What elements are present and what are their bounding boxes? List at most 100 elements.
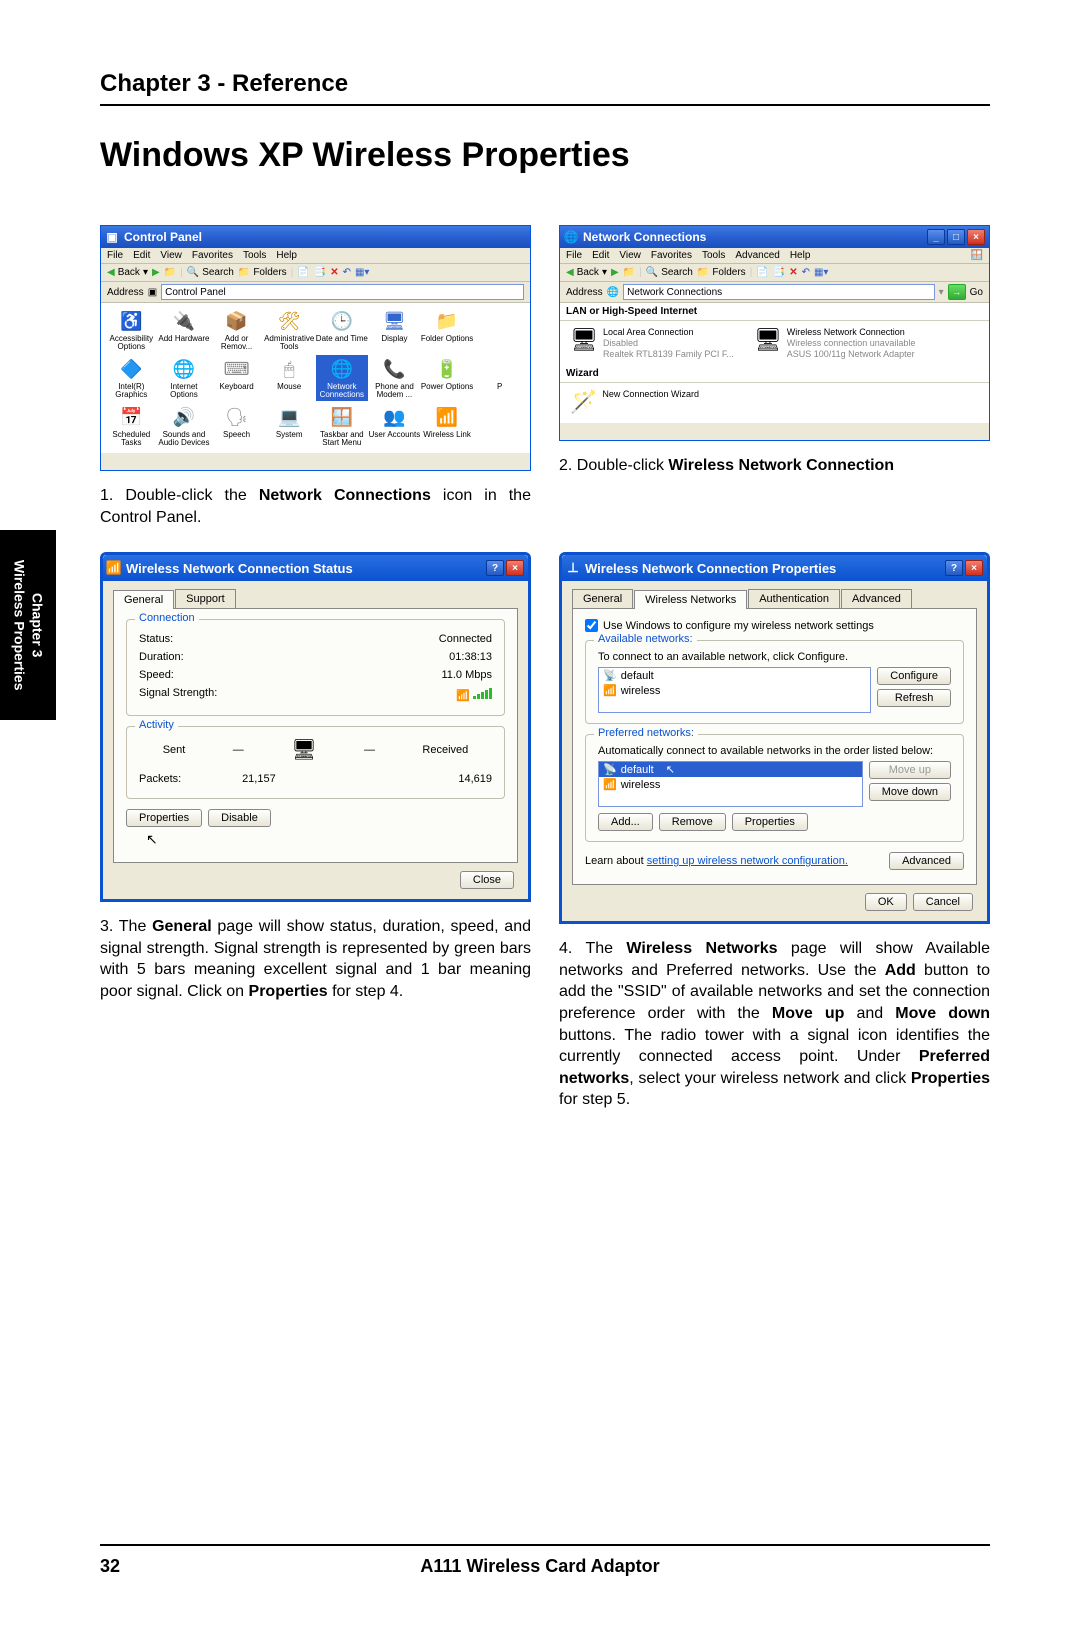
control-panel-item[interactable]: 🖥Display <box>368 307 421 353</box>
tb-delete-icon[interactable]: ✕ <box>789 267 797 278</box>
preferred-networks-list[interactable]: 📡default ↖ 📶wireless <box>598 761 863 807</box>
address-input[interactable] <box>623 284 934 300</box>
control-panel-item[interactable]: 📶Wireless Link <box>421 403 474 449</box>
wlan-connection-item[interactable]: 🖥 Wireless Network Connection Wireless c… <box>754 327 916 359</box>
lan-connection-item[interactable]: 🖥 Local Area Connection Disabled Realtek… <box>570 327 734 359</box>
folders-button[interactable]: 📁 Folders <box>697 267 746 278</box>
control-panel-item[interactable]: P <box>473 355 526 401</box>
close-button[interactable]: × <box>965 560 983 576</box>
tab-wireless-networks[interactable]: Wireless Networks <box>634 590 747 609</box>
go-button[interactable]: → <box>948 284 966 300</box>
learn-link[interactable]: setting up wireless network configuratio… <box>647 855 848 867</box>
ok-button[interactable]: OK <box>865 893 907 911</box>
search-button[interactable]: 🔍 Search <box>187 267 234 278</box>
help-button[interactable]: ? <box>945 560 963 576</box>
cp-item-icon: 🪟 <box>328 405 356 429</box>
tab-general[interactable]: General <box>572 589 633 608</box>
menu-item[interactable]: View <box>619 250 641 261</box>
fwd-button[interactable]: ▶ <box>152 267 160 278</box>
control-panel-item[interactable]: 📅Scheduled Tasks <box>105 403 158 449</box>
control-panel-item[interactable] <box>473 307 526 353</box>
control-panel-item[interactable]: 🖱Mouse <box>263 355 316 401</box>
fwd-button[interactable]: ▶ <box>611 267 619 278</box>
tb-undo-icon[interactable]: ↶ <box>343 267 351 278</box>
control-panel-item[interactable]: 👥User Accounts <box>368 403 421 449</box>
use-windows-checkbox[interactable]: Use Windows to configure my wireless net… <box>585 619 964 632</box>
control-panel-item[interactable]: 🔋Power Options <box>421 355 474 401</box>
tab-advanced[interactable]: Advanced <box>841 589 912 608</box>
cp-item-label: Scheduled Tasks <box>105 431 158 447</box>
back-button[interactable]: ◀ Back ▾ <box>566 267 607 278</box>
control-panel-item[interactable]: 🌐Internet Options <box>158 355 211 401</box>
close-button[interactable]: × <box>506 560 524 576</box>
folders-button[interactable]: 📁 Folders <box>238 267 287 278</box>
wizard-item[interactable]: 🪄 New Connection Wizard <box>570 389 699 415</box>
props-button[interactable]: Properties <box>732 813 808 831</box>
move-down-button[interactable]: Move down <box>869 783 951 801</box>
add-button[interactable]: Add... <box>598 813 653 831</box>
remove-button[interactable]: Remove <box>659 813 726 831</box>
configure-button[interactable]: Configure <box>877 667 951 685</box>
menu-item[interactable]: View <box>160 250 182 261</box>
maximize-button[interactable]: □ <box>947 229 965 245</box>
menu-item[interactable]: Favorites <box>192 250 233 261</box>
tb-icon[interactable]: 📄 <box>297 267 309 278</box>
menu-item[interactable]: Help <box>790 250 811 261</box>
control-panel-item[interactable]: 🔊Sounds and Audio Devices <box>158 403 211 449</box>
menu-item[interactable]: Help <box>276 250 297 261</box>
control-panel-item[interactable]: 🕒Date and Time <box>316 307 369 353</box>
menu-item[interactable]: Tools <box>702 250 725 261</box>
search-button[interactable]: 🔍 Search <box>646 267 693 278</box>
tb-delete-icon[interactable]: ✕ <box>330 267 338 278</box>
available-networks-list[interactable]: 📡default 📶wireless <box>598 667 871 713</box>
control-panel-item[interactable] <box>473 403 526 449</box>
back-button[interactable]: ◀ Back ▾ <box>107 267 148 278</box>
properties-button[interactable]: Properties <box>126 809 202 827</box>
chapter-header: Chapter 3 - Reference <box>100 70 990 98</box>
use-windows-cb-input[interactable] <box>585 619 598 632</box>
tb-icon[interactable]: 📑 <box>773 267 785 278</box>
tab-support[interactable]: Support <box>175 589 236 608</box>
control-panel-item[interactable]: 🛠Administrative Tools <box>263 307 316 353</box>
control-panel-item[interactable]: 📞Phone and Modem ... <box>368 355 421 401</box>
control-panel-item[interactable]: 🪟Taskbar and Start Menu <box>316 403 369 449</box>
control-panel-item[interactable]: 📦Add or Remov... <box>210 307 263 353</box>
move-up-button[interactable]: Move up <box>869 761 951 779</box>
up-button[interactable]: 📁 <box>164 267 176 278</box>
advanced-button[interactable]: Advanced <box>889 852 964 870</box>
control-panel-item[interactable]: 🌐Network Connections <box>316 355 369 401</box>
menu-item[interactable]: File <box>107 250 123 261</box>
refresh-button[interactable]: Refresh <box>877 689 951 707</box>
tab-general[interactable]: General <box>113 590 174 609</box>
menu-item[interactable]: Tools <box>243 250 266 261</box>
control-panel-item[interactable]: 📁Folder Options <box>421 307 474 353</box>
control-panel-item[interactable]: 🗣Speech <box>210 403 263 449</box>
control-panel-item[interactable]: 🔷Intel(R) Graphics <box>105 355 158 401</box>
tab-authentication[interactable]: Authentication <box>748 589 840 608</box>
close-dialog-button[interactable]: Close <box>460 871 514 889</box>
address-input[interactable] <box>161 284 524 300</box>
minimize-button[interactable]: _ <box>927 229 945 245</box>
close-button[interactable]: × <box>967 229 985 245</box>
cp-item-label: Mouse <box>263 383 316 391</box>
help-button[interactable]: ? <box>486 560 504 576</box>
menu-item[interactable]: Edit <box>592 250 609 261</box>
tb-views-icon[interactable]: ▦▾ <box>355 267 369 278</box>
step-4-caption: 4. The Wireless Networks page will show … <box>559 938 990 1111</box>
up-button[interactable]: 📁 <box>623 267 635 278</box>
tb-icon[interactable]: 📑 <box>314 267 326 278</box>
tb-icon[interactable]: 📄 <box>756 267 768 278</box>
cp-item-label: Accessibility Options <box>105 335 158 351</box>
menu-item[interactable]: Favorites <box>651 250 692 261</box>
disable-button[interactable]: Disable <box>208 809 271 827</box>
menu-item[interactable]: Advanced <box>735 250 779 261</box>
control-panel-item[interactable]: 🔌Add Hardware <box>158 307 211 353</box>
control-panel-item[interactable]: ⌨Keyboard <box>210 355 263 401</box>
tb-views-icon[interactable]: ▦▾ <box>814 267 828 278</box>
cancel-button[interactable]: Cancel <box>913 893 973 911</box>
control-panel-item[interactable]: ♿Accessibility Options <box>105 307 158 353</box>
control-panel-item[interactable]: 💻System <box>263 403 316 449</box>
menu-item[interactable]: Edit <box>133 250 150 261</box>
menu-item[interactable]: File <box>566 250 582 261</box>
tb-undo-icon[interactable]: ↶ <box>802 267 810 278</box>
